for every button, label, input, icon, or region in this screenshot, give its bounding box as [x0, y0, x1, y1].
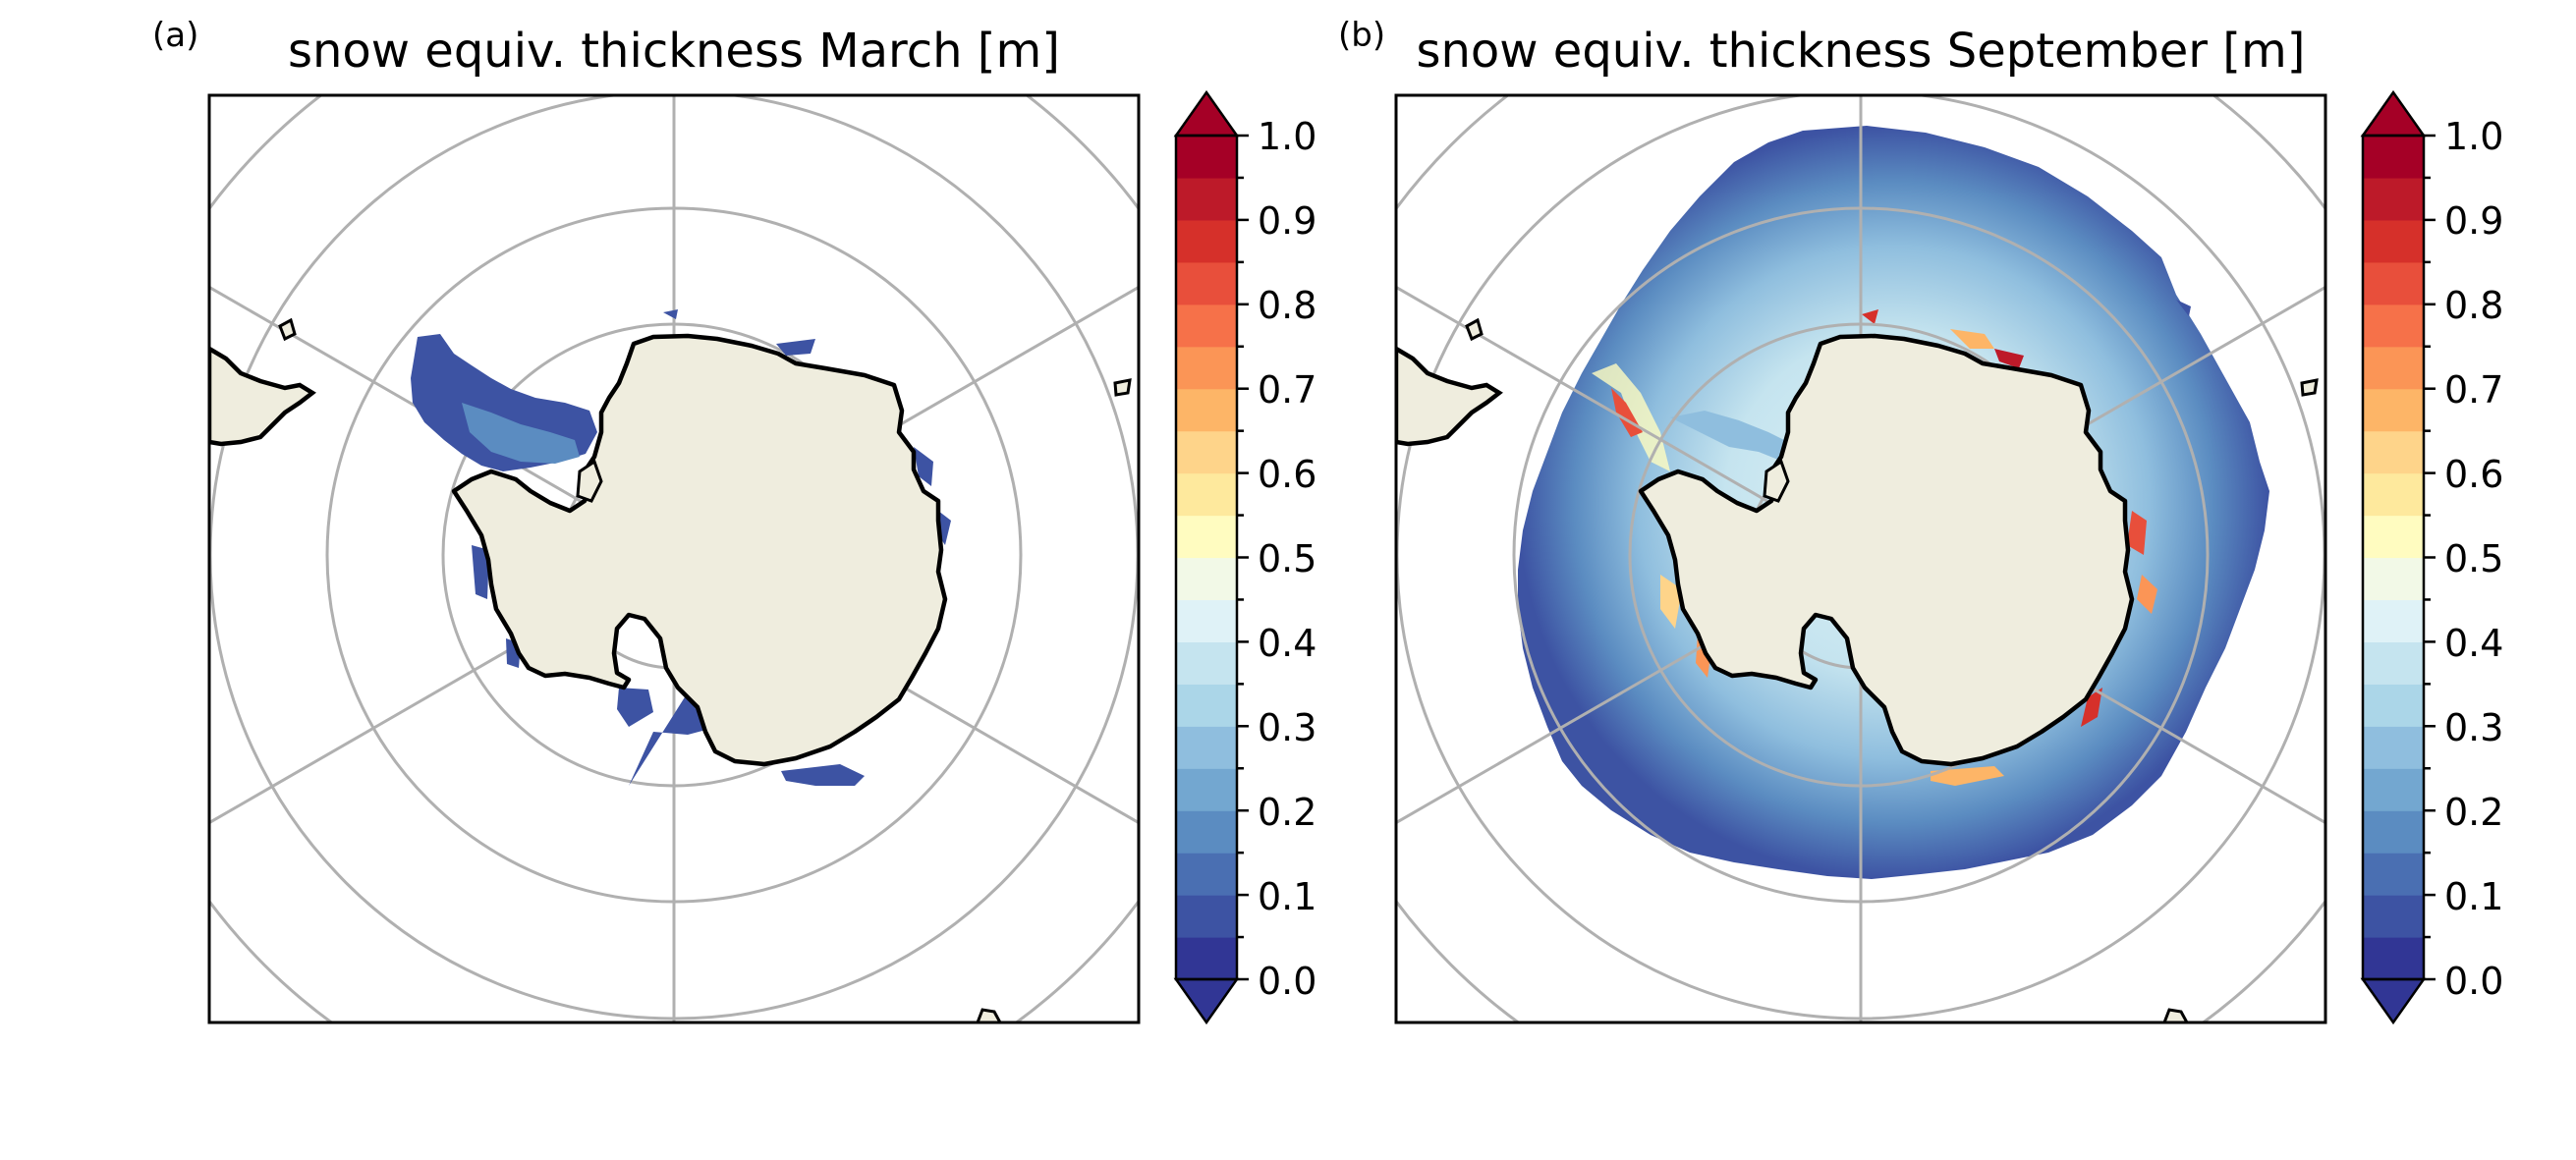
colorbar-tick-label: 0.4	[2444, 622, 2503, 665]
panel-b-island	[1465, 317, 1484, 342]
colorbar-extend-min	[2360, 977, 2427, 1025]
colorbar-segment	[2363, 726, 2424, 769]
colorbar-segment	[1176, 472, 1237, 517]
colorbar-segment	[2363, 430, 2424, 474]
panel-a-title: snow equiv. thickness March [m]	[288, 24, 1060, 79]
panel-a-island	[278, 317, 297, 342]
colorbar-segment	[2363, 177, 2424, 221]
panel-b-colorbar	[2360, 89, 2436, 1025]
colorbar-segment	[2363, 768, 2424, 811]
colorbar-tick-label: 0.1	[1258, 875, 1316, 918]
colorbar-tick-label: 0.8	[2444, 284, 2503, 327]
colorbar-segment	[2363, 599, 2424, 642]
colorbar-tick-label: 0.5	[1258, 537, 1316, 580]
panel-b-label: (b)	[1338, 16, 1385, 55]
panel-a-island	[1113, 378, 1132, 397]
colorbar-extend-max	[2360, 89, 2427, 138]
colorbar-segment	[2363, 346, 2424, 390]
colorbar-segment	[1176, 726, 1237, 769]
panel-b-antarctica	[1638, 333, 2135, 767]
colorbar-tick-label: 0.7	[1258, 368, 1316, 412]
colorbar-tick-label: 0.1	[2444, 875, 2503, 918]
panel-b-colorbar-ticks: 1.0 0.9 0.8 0.7 0.6 0.5 0.4 0.3 0.2 0.1 …	[2444, 115, 2503, 1003]
colorbar-segment	[2363, 472, 2424, 517]
panel-a-map	[209, 95, 1139, 1022]
colorbar-segment	[2363, 895, 2424, 938]
colorbar-segment	[1176, 136, 1237, 179]
colorbar-extend-min	[1173, 977, 1240, 1025]
colorbar-segment	[2363, 388, 2424, 432]
colorbar-segment	[2363, 304, 2424, 348]
colorbar-segment	[1176, 515, 1237, 559]
colorbar-segment	[1176, 599, 1237, 642]
colorbar-tick-label: 1.0	[2444, 115, 2503, 158]
colorbar-tick-label: 0.3	[2444, 706, 2503, 749]
colorbar-tick-label: 0.4	[1258, 622, 1316, 665]
colorbar-segment	[1176, 895, 1237, 938]
colorbar-segment	[1176, 219, 1237, 263]
panel-b-island	[2300, 378, 2319, 397]
panel-a-label: (a)	[152, 16, 198, 55]
colorbar-tick-label: 0.2	[2444, 791, 2503, 834]
panel-a-snow-field	[411, 309, 951, 786]
panel-b-island	[2162, 1008, 2189, 1022]
colorbar-tick-label: 0.8	[1258, 284, 1316, 327]
colorbar-segment	[2363, 684, 2424, 727]
colorbar-tick-label: 0.0	[1258, 960, 1316, 1003]
colorbar-tick-label: 0.0	[2444, 960, 2503, 1003]
colorbar-segment	[2363, 219, 2424, 263]
colorbar-tick-label: 0.6	[1258, 453, 1316, 496]
colorbar-segment	[1176, 768, 1237, 811]
colorbar-segment	[1176, 557, 1237, 601]
panel-a-island	[976, 1008, 1002, 1022]
panel-a-colorbar	[1173, 89, 1249, 1025]
panel-b-map	[1396, 95, 2325, 1022]
colorbar-segment	[2363, 261, 2424, 305]
colorbar-segment	[1176, 937, 1237, 980]
colorbar-tick-label: 0.9	[1258, 199, 1316, 243]
panel-a-south-america	[209, 346, 316, 447]
panel-b-south-america	[1396, 346, 1503, 447]
colorbar-tick-label: 0.3	[1258, 706, 1316, 749]
colorbar-segment	[1176, 853, 1237, 896]
colorbar-tick-label: 0.9	[2444, 199, 2503, 243]
colorbar-segment	[2363, 937, 2424, 980]
colorbar-segment	[2363, 810, 2424, 854]
colorbar-segment	[1176, 388, 1237, 432]
panel-b-title: snow equiv. thickness September [m]	[1416, 24, 2305, 79]
colorbar-tick-label: 0.5	[2444, 537, 2503, 580]
colorbar-segment	[1176, 430, 1237, 474]
colorbar-segment	[1176, 177, 1237, 221]
colorbar-segment	[2363, 641, 2424, 685]
colorbar-tick-label: 0.2	[1258, 791, 1316, 834]
panel-b-frame	[1394, 93, 2327, 1024]
colorbar-segment	[1176, 684, 1237, 727]
colorbar-segment	[2363, 557, 2424, 601]
colorbar-segment	[2363, 136, 2424, 179]
colorbar-extend-max	[1173, 89, 1240, 138]
colorbar-segment	[1176, 810, 1237, 854]
colorbar-segment	[1176, 641, 1237, 685]
colorbar-segment	[1176, 304, 1237, 348]
colorbar-tick-label: 0.6	[2444, 453, 2503, 496]
panel-b: (b) snow equiv. thickness September [m]	[1338, 16, 2503, 1025]
panel-a-colorbar-ticks: 1.0 0.9 0.8 0.7 0.6 0.5 0.4 0.3 0.2 0.1 …	[1258, 115, 1316, 1003]
colorbar-tick-label: 0.7	[2444, 368, 2503, 412]
panel-a: (a) snow equiv. thickness March [m]	[152, 16, 1316, 1025]
colorbar-segment	[2363, 515, 2424, 559]
panel-a-antarctica	[451, 333, 948, 767]
colorbar-segment	[1176, 346, 1237, 390]
panel-a-frame	[207, 93, 1141, 1024]
colorbar-tick-label: 1.0	[1258, 115, 1316, 158]
colorbar-segment	[1176, 261, 1237, 305]
colorbar-segment	[2363, 853, 2424, 896]
